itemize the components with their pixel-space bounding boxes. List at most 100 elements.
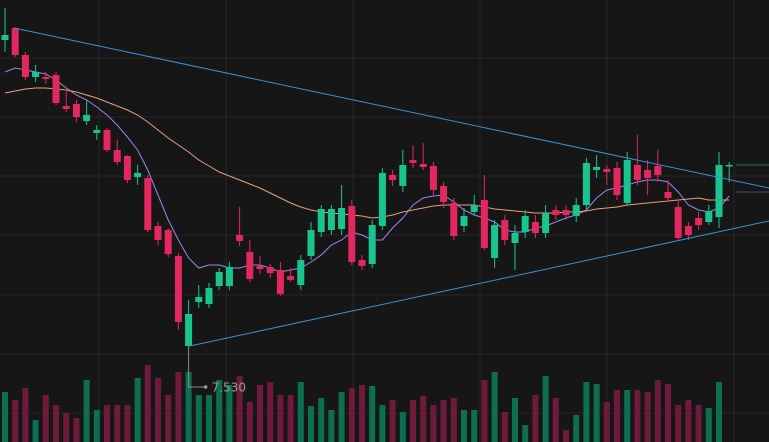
candle-body (93, 130, 101, 133)
candle-body (603, 169, 611, 172)
volume-bar (185, 372, 192, 442)
candle-body (21, 55, 29, 77)
volume-bar (338, 392, 345, 442)
candle-body (460, 216, 468, 226)
volume-bar (165, 395, 172, 442)
volume-bar (583, 382, 590, 442)
volume-bar (603, 402, 610, 442)
volume-bar (705, 408, 712, 442)
candle-body (562, 210, 570, 215)
candle-body (195, 297, 203, 302)
annotation-layer: 7.530 (188, 346, 246, 395)
candle-body (531, 222, 539, 233)
volume-bar (614, 390, 620, 442)
candle-body (664, 192, 672, 198)
candle-body (491, 225, 499, 258)
candle-body (276, 270, 284, 294)
volume-bar (491, 372, 498, 442)
candle-body (552, 210, 560, 215)
candle-body (409, 160, 417, 163)
candle-body (317, 209, 325, 232)
candle-body (246, 252, 254, 279)
volume-bar (501, 412, 508, 442)
volume-bar (53, 405, 59, 442)
volume-bar (552, 398, 559, 442)
candle-layer (1, 8, 733, 346)
volume-bar (195, 395, 202, 442)
candle-body (11, 28, 19, 55)
candle-body (32, 72, 40, 77)
candle-body (236, 235, 244, 241)
volume-bar (430, 405, 437, 442)
candle-body (256, 266, 264, 269)
moving-average-line (4, 87, 730, 219)
candle-body (103, 130, 111, 150)
volume-bar (369, 386, 376, 442)
candle-body (144, 178, 152, 230)
moving-average-line (4, 67, 730, 273)
candle-body (72, 104, 80, 117)
candle-body (542, 213, 550, 233)
candle-body (62, 106, 70, 109)
candle-body (470, 205, 478, 212)
volume-bar (83, 380, 90, 442)
candle-body (593, 167, 601, 170)
volume-bar (257, 385, 263, 442)
volume-bar (512, 398, 518, 442)
volume-bar (532, 395, 539, 442)
candle-body (521, 216, 529, 232)
candle-body (399, 165, 407, 186)
volume-bar (471, 410, 478, 442)
volume-bar (236, 376, 243, 442)
candle-body (613, 168, 621, 195)
candle-body (419, 164, 427, 167)
volume-bar (522, 425, 529, 442)
candle-body (450, 203, 458, 236)
volume-bar (461, 410, 467, 442)
candle-body (297, 260, 305, 285)
annotation-dot (203, 385, 208, 389)
overlay-layer (4, 67, 730, 273)
volume-bar (399, 412, 406, 442)
candle-body (154, 226, 162, 240)
volume-bar (2, 392, 8, 442)
trend-line (13, 27, 769, 189)
candle-body (389, 175, 397, 180)
volume-bar (716, 382, 722, 442)
candle-body (633, 165, 641, 180)
candle-body (572, 205, 580, 216)
candle-body (501, 220, 509, 240)
candle-body (164, 230, 172, 254)
volume-bar (389, 400, 396, 442)
volume-bar (624, 390, 631, 442)
candle-body (42, 77, 50, 79)
volume-bar (318, 398, 325, 442)
volume-bar (93, 410, 100, 442)
volume-layer (2, 365, 722, 442)
volume-bar (12, 400, 19, 442)
volume-bar (297, 382, 304, 442)
volume-bar (124, 405, 131, 442)
candle-body (174, 256, 182, 322)
volume-bar (104, 405, 110, 442)
volume-bar (542, 376, 549, 442)
volume-bar (481, 380, 488, 442)
candle-body (266, 267, 274, 273)
candle-body (1, 35, 9, 40)
volume-bar (410, 400, 416, 442)
candle-body (429, 166, 437, 190)
trend-line (189, 220, 769, 347)
volume-bar (175, 372, 182, 442)
candle-body (674, 207, 682, 238)
annotation-label: 7.530 (212, 381, 246, 395)
volume-bar (155, 378, 161, 442)
volume-bar (42, 395, 49, 442)
volume-bar (246, 402, 253, 442)
candle-body (644, 170, 652, 178)
volume-bar (685, 400, 692, 442)
candle-body (307, 230, 315, 256)
volume-bar (73, 418, 80, 442)
volume-bar (144, 365, 151, 442)
